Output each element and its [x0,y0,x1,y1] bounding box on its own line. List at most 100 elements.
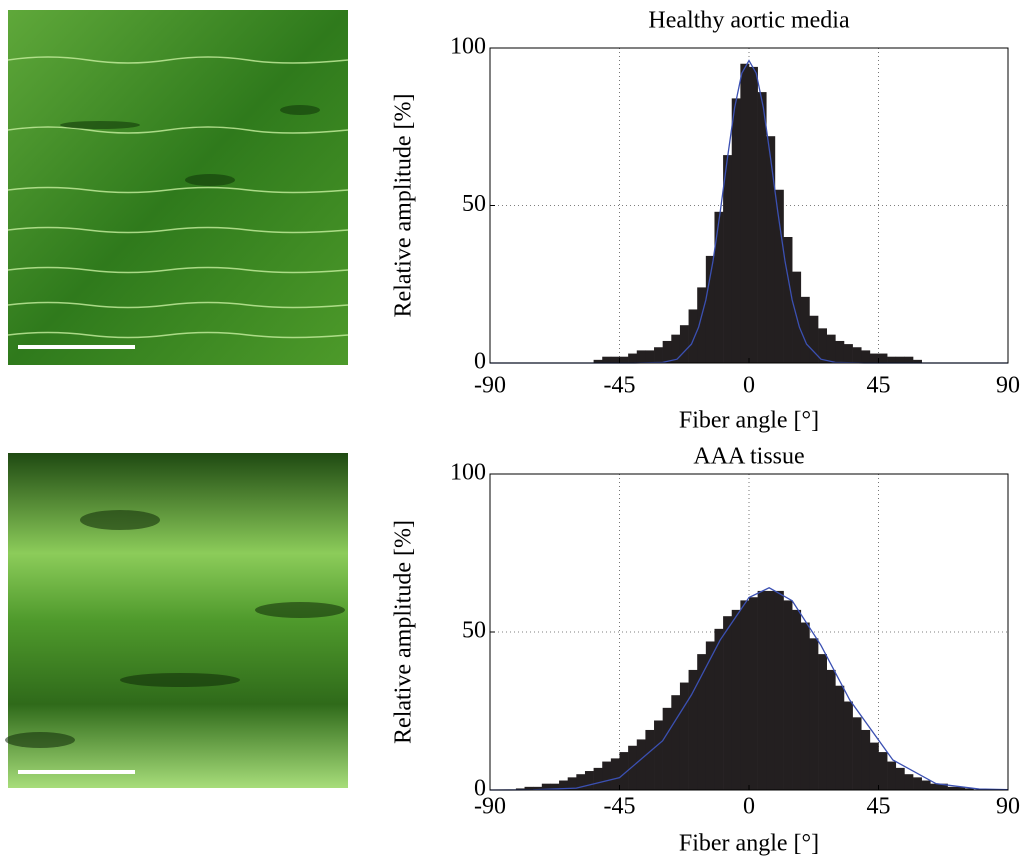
histogram-bar [869,353,879,363]
histogram-bar [921,780,931,790]
histogram-bar [740,63,750,363]
histogram-bar [757,590,767,790]
fit-line [490,59,1008,364]
chart-title: Healthy aortic media [648,8,850,34]
histogram-bar [714,628,724,790]
histogram-bar [887,761,897,790]
histogram-bar [645,350,655,363]
histogram-bar [895,767,905,790]
histogram-bar [654,720,663,790]
histogram-bar [774,590,784,790]
histogram-bar [826,669,836,790]
histogram-bar [774,189,784,363]
histogram-bar [809,638,819,790]
histogram-bar [679,325,689,363]
histogram-bar [809,315,819,363]
histogram-bar [869,742,879,790]
histogram-bar [662,707,672,790]
histogram-bar [792,609,802,790]
y-tick-label: 100 [450,460,486,486]
histogram-bar [835,685,845,790]
x-tick-label: 90 [996,794,1020,820]
x-tick-label: -90 [474,794,506,820]
histogram-bar [749,597,758,790]
histogram-bar [662,340,672,363]
histogram-bar [757,92,767,363]
histogram-bar [947,786,957,790]
histogram-bar [818,654,827,790]
histogram-bar [559,780,568,790]
histogram-bar [930,783,940,790]
histogram-bar [714,211,724,363]
histogram-panel: AAA tissue Fiber angle [°] Relative amplit… [391,444,1021,857]
y-axis-label: Relative amplitude [%] [391,94,417,318]
histogram-bar [533,786,543,790]
histogram-bar [524,786,534,790]
histogram-bar [956,786,966,790]
histogram-bar [895,356,905,363]
histogram-bar [584,771,594,790]
x-tick-label: -45 [604,794,636,820]
x-tick-label: -90 [474,373,506,399]
histogram-bar [740,600,750,790]
histogram-bar [679,682,689,790]
histogram-bar [843,701,853,790]
histogram-bar [610,356,620,363]
histogram-bar [619,356,629,363]
histogram-bar [602,761,612,790]
y-tick-label: 50 [462,618,486,644]
histogram-bar [835,340,845,363]
histogram-bar [852,717,862,790]
histogram-bar [723,155,733,363]
histogram-bar [645,729,655,790]
histogram-bar [861,350,871,363]
histogram-bar [904,356,914,363]
histogram-bar [688,669,698,790]
histogram-bar [731,98,741,364]
x-tick-label: -45 [604,373,636,399]
histogram-bar [723,616,733,790]
histogram-bar [705,641,715,790]
histogram-bar [904,774,914,790]
histogram-bar [576,774,586,790]
histogram-bar [783,600,793,790]
histogram-bar [671,695,681,790]
histogram-bar [636,350,646,363]
histogram-bar [636,739,646,790]
histogram-bar [913,359,922,363]
fit-line [489,587,1009,791]
y-tick-label: 50 [462,191,486,217]
histogram-bar [800,296,810,363]
micrograph-aaa [5,453,348,788]
x-tick-label: 0 [743,794,755,820]
histogram-bar [852,347,862,363]
x-tick-label: 45 [867,373,891,399]
histogram-bar [783,237,793,363]
histogram-bar [688,309,698,363]
histogram-bar [800,622,810,790]
histogram-bar [593,359,603,363]
x-tick-label: 0 [743,373,755,399]
histogram-bar [515,788,525,790]
y-axis-label: Relative amplitude [%] [391,520,417,744]
histogram-bar [964,788,974,790]
histogram-bar [697,654,707,790]
histogram-bar [826,334,836,363]
histogram-panel: Healthy aortic media Fiber angle [°] Relat… [391,8,1021,434]
histogram-bar [938,783,948,790]
histogram-bar [913,777,922,790]
histogram-bar [843,344,853,363]
chart-title: AAA tissue [693,444,804,470]
histogram-bar [567,777,577,790]
x-tick-label: 90 [996,373,1020,399]
histogram-bar [766,136,776,363]
histogram-bar [619,752,629,790]
histogram-bar [818,328,827,363]
histogram-bar [749,66,758,364]
histogram-bar [654,347,663,363]
y-tick-label: 0 [474,776,486,802]
histogram-bar [541,783,551,790]
x-axis-label: Fiber angle [°] [679,831,819,857]
histogram-bar [671,334,681,363]
